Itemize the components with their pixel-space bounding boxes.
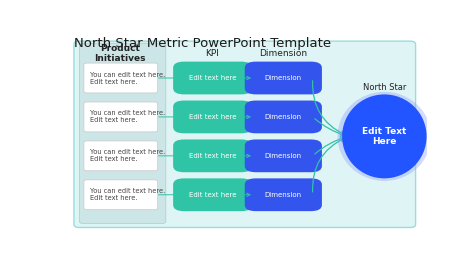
Text: You can edit text here.
Edit text here.: You can edit text here. Edit text here. [91,149,166,162]
Text: You can edit text here.
Edit text here.: You can edit text here. Edit text here. [91,72,166,85]
FancyBboxPatch shape [173,101,252,133]
Text: Dimension: Dimension [265,153,302,159]
Text: KPI: KPI [205,49,219,58]
FancyBboxPatch shape [173,178,252,211]
Text: Product
Initiatives: Product Initiatives [94,44,146,63]
Text: Edit text here: Edit text here [189,75,237,81]
Text: North Star: North Star [363,83,406,92]
Text: Edit text here: Edit text here [189,153,237,159]
FancyBboxPatch shape [245,139,322,172]
FancyArrowPatch shape [312,138,345,192]
FancyArrowPatch shape [315,137,345,154]
FancyBboxPatch shape [245,178,322,211]
Text: North Star Metric PowerPoint Template: North Star Metric PowerPoint Template [74,37,331,50]
Text: Dimension: Dimension [265,114,302,120]
Text: Edit text here: Edit text here [189,192,237,198]
Text: You can edit text here.
Edit text here.: You can edit text here. Edit text here. [91,110,166,123]
Text: Dimension: Dimension [259,49,308,58]
FancyBboxPatch shape [84,63,158,93]
FancyBboxPatch shape [173,62,252,94]
FancyArrowPatch shape [312,81,345,135]
Text: Edit text here: Edit text here [189,114,237,120]
Text: You can edit text here.
Edit text here.: You can edit text here. Edit text here. [91,188,166,201]
Text: Dimension: Dimension [265,75,302,81]
FancyBboxPatch shape [74,41,416,227]
FancyBboxPatch shape [173,139,252,172]
FancyBboxPatch shape [245,62,322,94]
FancyBboxPatch shape [84,102,158,132]
FancyBboxPatch shape [84,141,158,171]
Text: Dimension: Dimension [265,192,302,198]
Text: Edit Text
Here: Edit Text Here [362,127,407,146]
Ellipse shape [337,92,431,181]
Ellipse shape [342,94,427,178]
FancyBboxPatch shape [245,101,322,133]
FancyBboxPatch shape [84,180,158,210]
FancyArrowPatch shape [315,119,345,136]
FancyBboxPatch shape [80,43,166,223]
